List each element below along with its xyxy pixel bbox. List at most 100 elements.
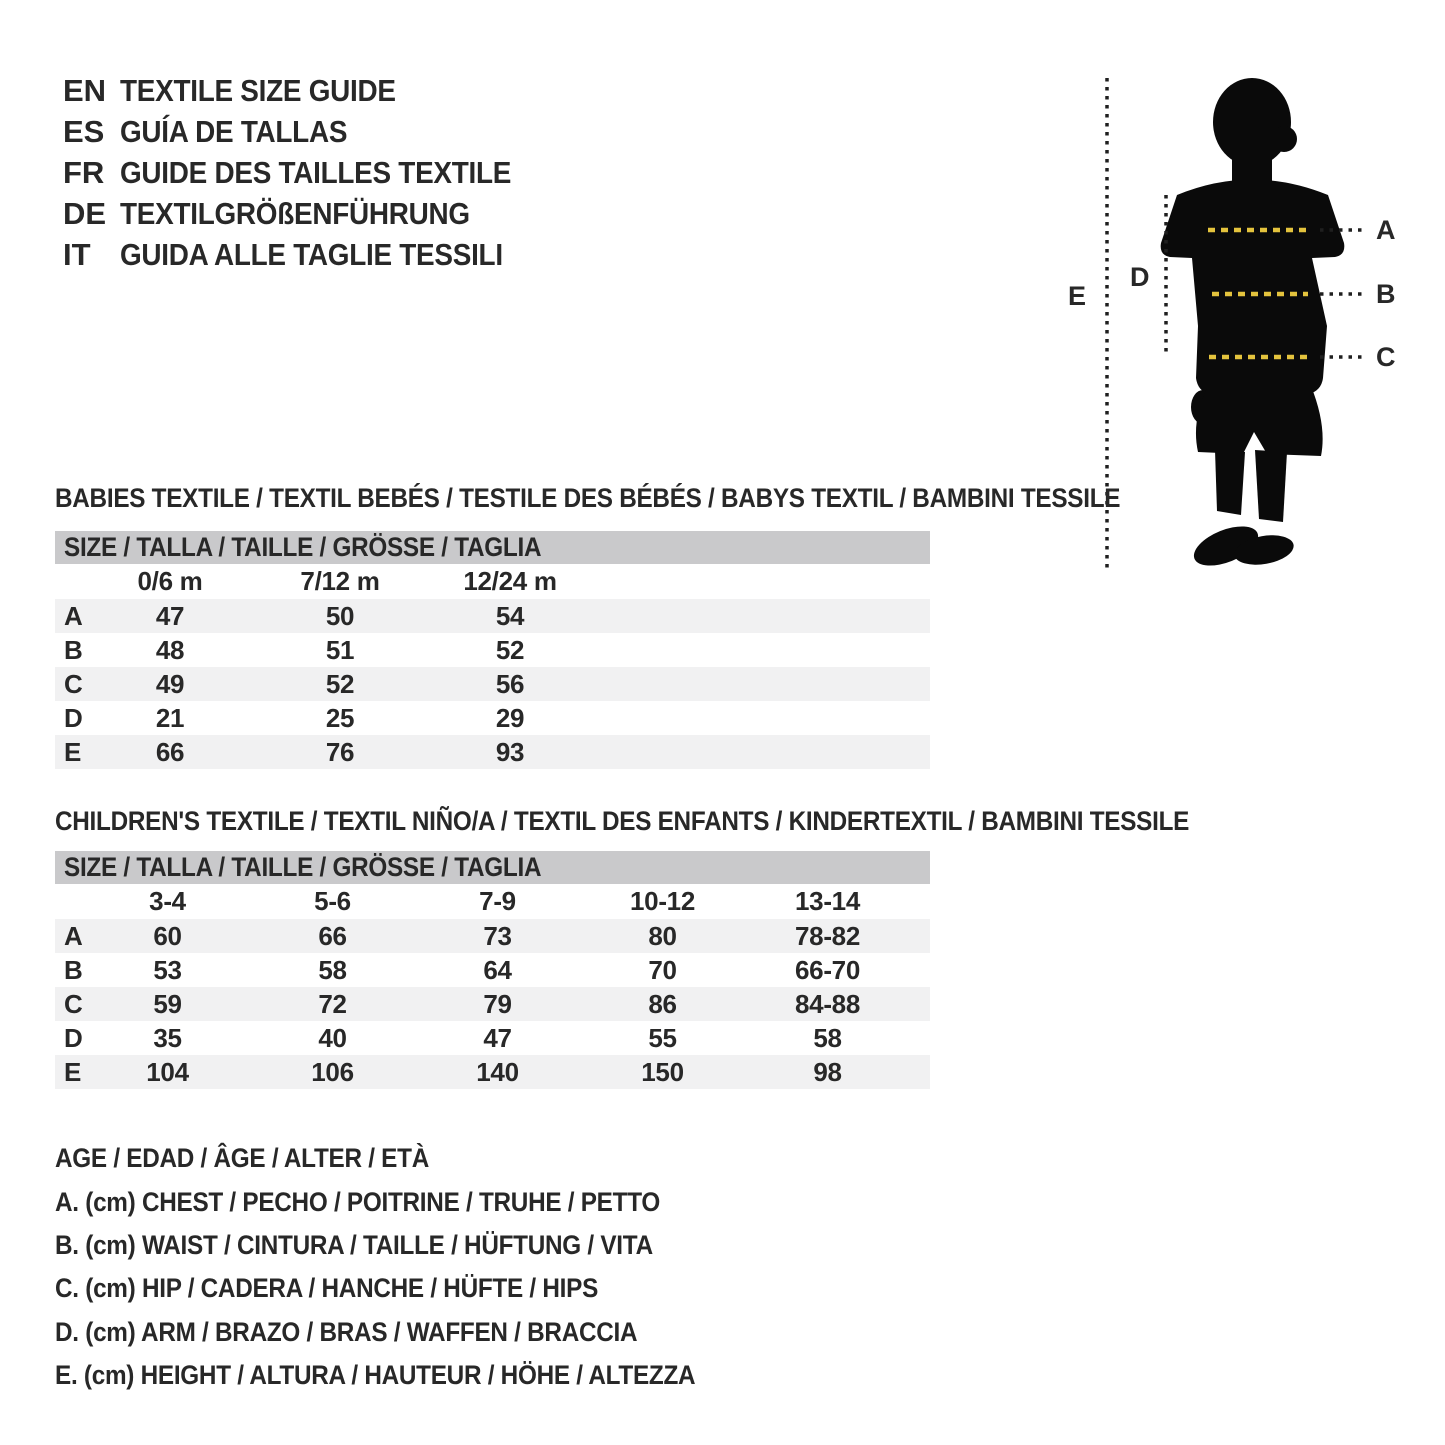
child-silhouette	[1160, 78, 1345, 566]
column-header: 13-14	[795, 886, 860, 916]
measurement-legend: AGE / EDAD / ÂGE / ALTER / ETÀ A. (cm) C…	[55, 1137, 766, 1397]
measurement-figure: A B C D E	[1068, 78, 1396, 570]
table-cell: 73	[483, 920, 512, 951]
table-cell: 72	[318, 988, 347, 1019]
table-row: C 59 72 79 86 84-88	[55, 987, 930, 1021]
column-header: 10-12	[630, 886, 695, 916]
table-cell: 104	[146, 1056, 189, 1087]
language-code: ES	[63, 113, 105, 149]
table-cell: 106	[311, 1056, 354, 1087]
table-cell: 40	[318, 1022, 347, 1053]
table-cell: 56	[495, 668, 525, 699]
table-cell: 58	[813, 1022, 842, 1053]
table-cell: 47	[483, 1022, 512, 1053]
table-cell: 79	[483, 988, 512, 1019]
table-cell: 60	[153, 920, 182, 951]
table-cell: 58	[318, 954, 347, 985]
table-cell: 52	[325, 668, 355, 699]
table-cell: 53	[153, 954, 182, 985]
row-label: A	[64, 600, 83, 631]
column-header: 0/6 m	[137, 566, 203, 596]
table-cell: 49	[155, 668, 185, 699]
table-cell: 66	[318, 920, 347, 951]
language-row-en: EN TEXTILE SIZE GUIDE	[63, 70, 555, 111]
table-cell: 51	[325, 634, 355, 665]
language-row-fr: FR GUIDE DES TAILLES TEXTILE	[63, 152, 555, 193]
column-header: 3-4	[149, 886, 186, 916]
row-label: E	[64, 736, 82, 767]
column-header: 5-6	[314, 886, 351, 916]
figure-label-e: E	[1068, 281, 1086, 311]
table-cell: 35	[153, 1022, 182, 1053]
language-row-it: IT GUIDA ALLE TAGLIE TESSILI	[63, 234, 555, 275]
table-cell: 47	[155, 600, 185, 631]
legend-text: E. (cm) HEIGHT / ALTURA / HAUTEUR / HÖHE…	[55, 1360, 696, 1391]
table-cell: 84-88	[795, 988, 860, 1019]
language-row-es: ES GUÍA DE TALLAS	[63, 111, 555, 152]
table-row: E 66 76 93	[55, 735, 930, 769]
column-header: 12/24 m	[463, 566, 557, 596]
table-row: B 48 51 52	[55, 633, 930, 667]
language-title-list: EN TEXTILE SIZE GUIDE ES GUÍA DE TALLAS …	[63, 70, 555, 275]
language-code: EN	[63, 72, 107, 108]
row-label: B	[64, 634, 83, 665]
table-cell: 59	[153, 988, 182, 1019]
table-row: C 49 52 56	[55, 667, 930, 701]
children-section-heading: CHILDREN'S TEXTILE / TEXTIL NIÑO/A / TEX…	[55, 806, 1315, 836]
table-cell: 140	[476, 1056, 519, 1087]
row-label: E	[64, 1056, 82, 1087]
legend-line-age: AGE / EDAD / ÂGE / ALTER / ETÀ	[55, 1137, 766, 1180]
table-cell: 78-82	[795, 920, 860, 951]
babies-section-heading: BABIES TEXTILE / TEXTIL BEBÉS / TESTILE …	[55, 483, 1239, 513]
babies-size-header-bar: SIZE / TALLA / TAILLE / GRÖSSE / TAGLIA	[55, 531, 930, 564]
children-size-header-bar: SIZE / TALLA / TAILLE / GRÖSSE / TAGLIA	[55, 851, 930, 884]
row-label: C	[64, 988, 83, 1019]
table-row: A 47 50 54	[55, 599, 930, 633]
table-cell: 50	[325, 600, 355, 631]
figure-label-a: A	[1376, 215, 1396, 245]
figure-label-c: C	[1376, 342, 1396, 372]
guide-title-es: GUÍA DE TALLAS	[120, 113, 348, 149]
row-label: B	[64, 954, 83, 985]
guide-title-en: TEXTILE SIZE GUIDE	[120, 72, 396, 108]
table-cell: 54	[495, 600, 525, 631]
legend-line-chest: A. (cm) CHEST / PECHO / POITRINE / TRUHE…	[55, 1180, 766, 1223]
language-row-de: DE TEXTILGRÖßENFÜHRUNG	[63, 193, 555, 234]
table-row: E 104 106 140 150 98	[55, 1055, 930, 1089]
guide-title-it: GUIDA ALLE TAGLIE TESSILI	[120, 236, 503, 272]
babies-heading-text: BABIES TEXTILE / TEXTIL BEBÉS / TESTILE …	[55, 483, 1121, 513]
table-cell: 86	[648, 988, 677, 1019]
row-label: A	[64, 920, 83, 951]
legend-line-arm: D. (cm) ARM / BRAZO / BRAS / WAFFEN / BR…	[55, 1311, 766, 1354]
language-code: FR	[63, 154, 105, 190]
table-cell: 76	[325, 736, 355, 767]
table-cell: 25	[325, 702, 355, 733]
legend-text: A. (cm) CHEST / PECHO / POITRINE / TRUHE…	[55, 1186, 660, 1217]
guide-title-fr: GUIDE DES TAILLES TEXTILE	[120, 154, 512, 190]
babies-column-header-row: 0/6 m 7/12 m 12/24 m	[55, 564, 930, 599]
children-column-header-row: 3-4 5-6 7-9 10-12 13-14	[55, 884, 930, 919]
row-label: C	[64, 668, 83, 699]
figure-label-d: D	[1130, 262, 1150, 292]
figure-label-b: B	[1376, 279, 1396, 309]
table-row: D 21 25 29	[55, 701, 930, 735]
table-cell: 64	[483, 954, 512, 985]
size-header-text: SIZE / TALLA / TAILLE / GRÖSSE / TAGLIA	[64, 532, 542, 562]
language-code: DE	[63, 195, 107, 231]
legend-text: B. (cm) WAIST / CINTURA / TAILLE / HÜFTU…	[55, 1229, 653, 1260]
table-row: B 53 58 64 70 66-70	[55, 953, 930, 987]
row-label: D	[64, 1022, 83, 1053]
table-cell: 21	[155, 702, 185, 733]
babies-size-table: SIZE / TALLA / TAILLE / GRÖSSE / TAGLIA …	[55, 531, 930, 769]
table-cell: 98	[813, 1056, 842, 1087]
column-header: 7-9	[479, 886, 516, 916]
legend-line-hip: C. (cm) HIP / CADERA / HANCHE / HÜFTE / …	[55, 1267, 766, 1310]
table-cell: 150	[641, 1056, 684, 1087]
table-cell: 52	[495, 634, 525, 665]
guide-title-de: TEXTILGRÖßENFÜHRUNG	[120, 195, 470, 231]
table-row: A 60 66 73 80 78-82	[55, 919, 930, 953]
column-header: 7/12 m	[300, 566, 380, 596]
legend-text: C. (cm) HIP / CADERA / HANCHE / HÜFTE / …	[55, 1273, 599, 1304]
table-cell: 66	[155, 736, 185, 767]
